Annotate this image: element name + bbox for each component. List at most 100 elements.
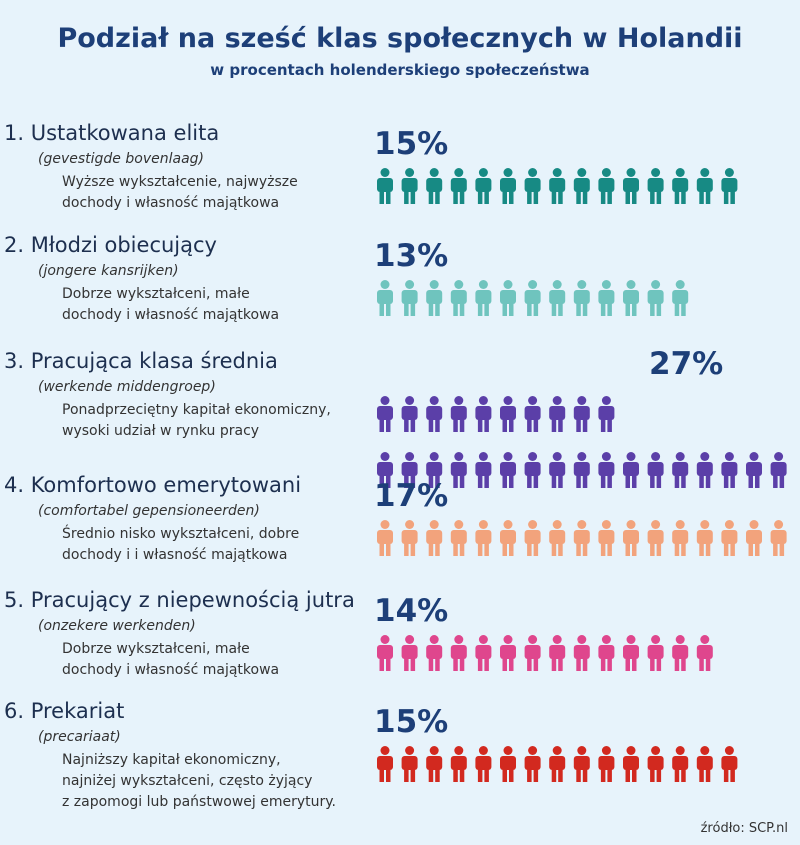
icon-body [573, 756, 590, 770]
icon-leg [582, 474, 588, 488]
icon-head [577, 635, 587, 644]
person-icon [426, 635, 443, 671]
person-icon [500, 746, 516, 782]
person-icon [696, 635, 713, 671]
person-icon [598, 168, 615, 204]
icon-leg [509, 768, 514, 782]
icon-head [552, 520, 562, 529]
icon-head [724, 746, 734, 755]
icon-leg [558, 657, 563, 671]
icon-head [405, 280, 415, 289]
icon-leg [527, 302, 532, 316]
icon-leg [650, 542, 655, 556]
icon-body [426, 406, 443, 420]
icon-leg [656, 474, 662, 488]
description: Najniższy kapitał ekonomiczny, [62, 752, 281, 768]
icon-leg [632, 302, 637, 316]
person-icon [549, 280, 566, 316]
icon-head [577, 280, 587, 289]
icon-leg [459, 768, 465, 782]
icon-leg [705, 474, 711, 488]
icon-leg [656, 190, 662, 204]
icon-body [623, 178, 639, 192]
icon-leg [632, 657, 637, 671]
person-icon [450, 168, 467, 204]
icon-body [770, 462, 787, 476]
icon-leg [459, 302, 465, 316]
icon-leg [379, 768, 384, 782]
person-icon [524, 280, 541, 316]
person-icon [721, 520, 738, 556]
icon-leg [551, 190, 557, 204]
icon-leg [527, 190, 532, 204]
icon-leg [459, 542, 465, 556]
icon-head [675, 746, 685, 755]
icon-leg [386, 418, 391, 432]
person-icon [401, 746, 418, 782]
icon-leg [699, 657, 704, 671]
icon-row [377, 280, 689, 316]
icon-body [623, 462, 639, 476]
icon-leg [681, 768, 686, 782]
person-icon [746, 452, 762, 488]
icon-head [405, 520, 415, 529]
person-icon [401, 280, 418, 316]
icon-head [552, 452, 562, 461]
description: Ponadprzeciętny kapitał ekonomiczny, [62, 402, 331, 418]
person-icon [426, 396, 443, 432]
icon-leg [428, 657, 434, 671]
icon-leg [404, 542, 409, 556]
icon-head [601, 746, 611, 755]
icon-body [377, 645, 393, 659]
person-icon [623, 280, 639, 316]
icon-body [598, 756, 615, 770]
person-icon [500, 396, 516, 432]
icon-body [426, 178, 443, 192]
icon-head [651, 280, 661, 289]
icon-leg [477, 418, 483, 432]
icon-leg [453, 302, 458, 316]
icon-leg [386, 302, 391, 316]
person-icon [696, 746, 713, 782]
icon-head [724, 520, 734, 529]
icon-head [626, 280, 636, 289]
icon-head [528, 452, 538, 461]
icon-body [746, 462, 762, 476]
icon-body [573, 645, 590, 659]
icon-body [721, 756, 738, 770]
icon-head [478, 452, 488, 461]
icon-body [672, 178, 689, 192]
person-icon [746, 520, 762, 556]
icon-head [626, 452, 636, 461]
icon-leg [681, 302, 686, 316]
icon-leg [502, 657, 507, 671]
icon-head [552, 635, 562, 644]
icon-leg [509, 474, 514, 488]
icon-leg [533, 474, 539, 488]
icon-head [528, 396, 538, 405]
person-icon [598, 452, 615, 488]
icon-leg [453, 190, 458, 204]
icon-head [577, 452, 587, 461]
person-icon [573, 452, 590, 488]
icon-leg [607, 418, 612, 432]
icon-head [429, 396, 439, 405]
icon-body [721, 178, 738, 192]
icon-leg [428, 302, 434, 316]
icon-head [478, 635, 488, 644]
person-icon [450, 452, 467, 488]
person-icon [672, 452, 689, 488]
icon-leg [453, 474, 458, 488]
icon-leg [650, 768, 655, 782]
icon-leg [699, 542, 704, 556]
icon-leg [509, 542, 514, 556]
icon-body [721, 462, 738, 476]
icon-leg [558, 302, 563, 316]
icon-leg [748, 474, 753, 488]
icon-leg [748, 542, 753, 556]
icon-leg [484, 302, 489, 316]
person-icon [647, 280, 664, 316]
icon-head [478, 746, 488, 755]
icon-head [577, 396, 587, 405]
icon-leg [681, 190, 686, 204]
